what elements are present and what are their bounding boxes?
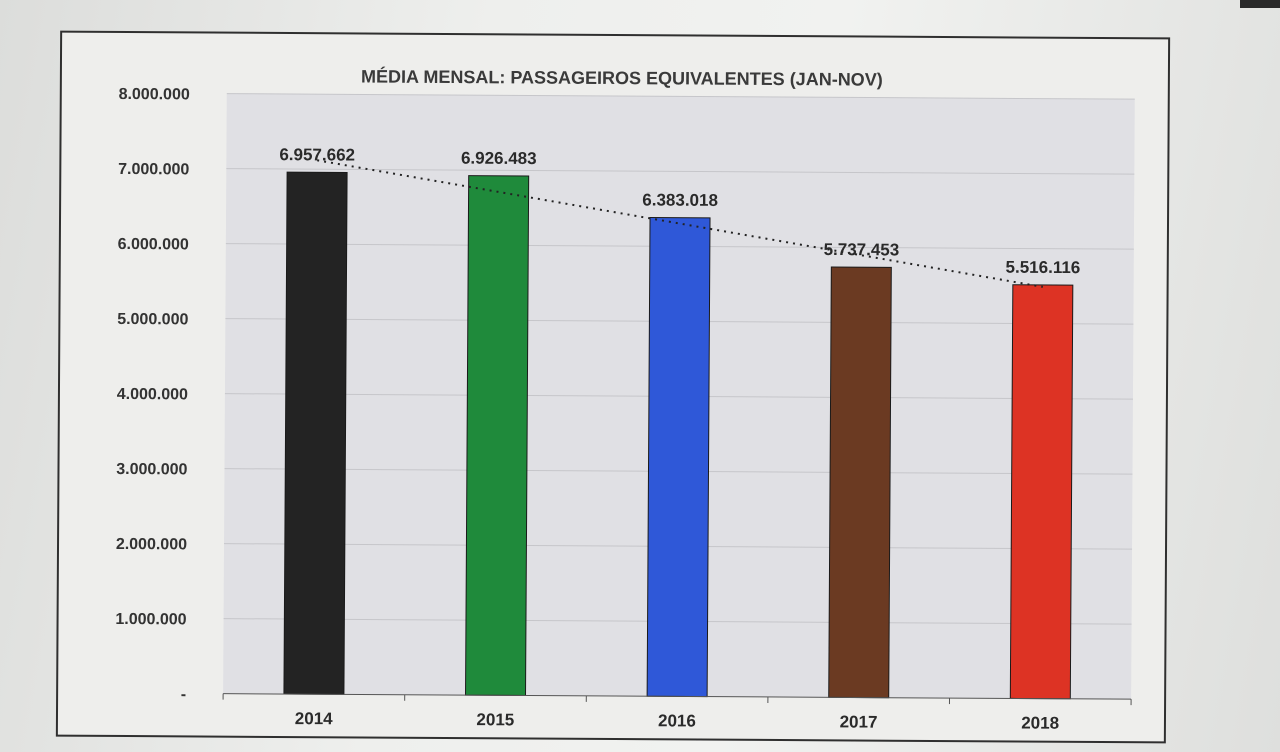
gridline xyxy=(226,168,1135,175)
y-axis-tick-labels: - 1.000.000 2.000.000 3.000.000 4.000.000 5.0… xyxy=(115,86,190,703)
bar-2016 xyxy=(646,216,711,698)
bar-2017 xyxy=(828,266,892,699)
bar-2014 xyxy=(283,171,348,695)
data-label-2014: 6.957.662 xyxy=(279,145,355,164)
x-tick-label-2016: 2016 xyxy=(658,711,696,730)
y-tick-label: 5.000.000 xyxy=(117,311,188,328)
y-tick-label: - xyxy=(181,686,186,703)
chart-title: MÉDIA MENSAL: PASSAGEIROS EQUIVALENTES (… xyxy=(361,65,883,89)
data-label-2017: 5.737.453 xyxy=(824,240,900,259)
y-tick-label: 7.000.000 xyxy=(118,161,189,178)
x-axis-line xyxy=(223,693,1132,700)
y-tick-label: 4.000.000 xyxy=(117,386,188,403)
screen-edge xyxy=(1240,0,1280,8)
x-tick-label-2015: 2015 xyxy=(476,710,514,729)
data-label-2018: 5.516.116 xyxy=(1006,258,1081,277)
data-label-2015: 6.926.483 xyxy=(461,149,537,168)
x-tick-label-2014: 2014 xyxy=(295,709,333,728)
y-tick-label: 8.000.000 xyxy=(119,86,190,103)
bar-2018 xyxy=(1009,284,1074,700)
data-labels: 6.957.662 6.926.483 6.383.018 5.737.453 5.51… xyxy=(279,145,1081,277)
x-tick-label-2017: 2017 xyxy=(840,712,878,731)
y-tick-label: 3.000.000 xyxy=(116,461,187,478)
data-label-2016: 6.383.018 xyxy=(642,190,718,209)
y-tick-label: 1.000.000 xyxy=(115,611,186,628)
bar-2015 xyxy=(465,175,530,696)
y-tick-label: 2.000.000 xyxy=(116,536,187,553)
y-tick-label: 6.000.000 xyxy=(118,236,189,253)
x-tick-label-2018: 2018 xyxy=(1021,714,1059,733)
gridline xyxy=(226,93,1135,100)
bar-chart: - 1.000.000 2.000.000 3.000.000 4.000.000 5.0… xyxy=(115,65,1135,733)
x-axis: 2014 2015 2016 2017 2018 xyxy=(222,693,1132,733)
chart-frame: - 1.000.000 2.000.000 3.000.000 4.000.000 5.0… xyxy=(55,30,1171,744)
